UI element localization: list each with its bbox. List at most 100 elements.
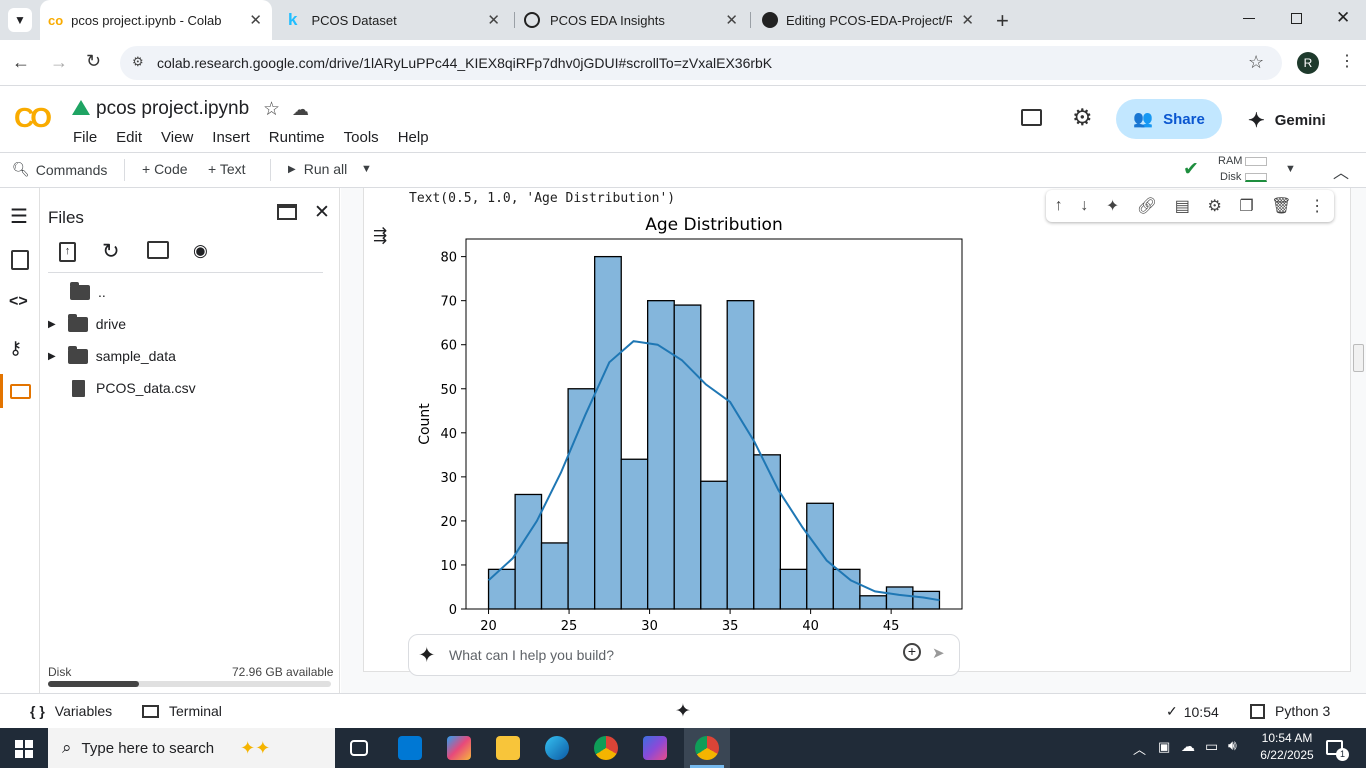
terminal-button[interactable]: Terminal	[142, 703, 222, 719]
star-icon[interactable]: ☆	[263, 99, 281, 120]
volume-icon[interactable]: 🔊︎	[1228, 737, 1237, 753]
gemini-prompt-box[interactable]: ✦ What can I help you build? + ➤	[408, 634, 960, 676]
tree-item-sample-data[interactable]: ▶ sample_data	[48, 345, 176, 367]
mirror-cell-icon[interactable]: ❐	[1239, 198, 1254, 215]
taskbar-clock-date[interactable]: 6/22/2025	[1260, 748, 1314, 762]
taskbar-clock-time[interactable]: 10:54 AM	[1261, 731, 1313, 745]
table-of-contents-icon[interactable]: ☰	[10, 206, 28, 228]
tree-item-parent[interactable]: ..	[70, 281, 106, 303]
bookmark-star-icon[interactable]: ☆	[1248, 52, 1265, 72]
delete-icon[interactable]: 🗑︎	[1271, 198, 1292, 215]
expand-caret-icon[interactable]: ▶	[48, 318, 56, 330]
show-hidden-icons-icon[interactable]: ︿	[1133, 742, 1147, 757]
mount-drive-off-icon[interactable]	[147, 241, 169, 259]
network-icon[interactable]: ▭	[1205, 738, 1219, 754]
address-bar[interactable]: ⚙ colab.research.google.com/drive/1lARyL…	[120, 46, 1282, 80]
variables-button[interactable]: { } Variables	[30, 703, 112, 719]
windows-start-icon[interactable]	[15, 740, 33, 758]
close-tab-icon[interactable]: ✕	[249, 12, 262, 29]
gemini-button[interactable]: ✦ Gemini	[1248, 108, 1326, 133]
comments-icon[interactable]	[1021, 109, 1042, 126]
file-explorer-icon[interactable]	[496, 736, 520, 760]
tab-github[interactable]: Editing PCOS-EDA-Project/README ✕	[752, 0, 984, 40]
menu-file[interactable]: File	[73, 129, 98, 146]
close-tab-icon[interactable]: ✕	[961, 12, 974, 29]
share-button[interactable]: 👥 Share	[1116, 99, 1222, 139]
add-context-icon[interactable]: +	[903, 643, 921, 661]
menu-insert[interactable]: Insert	[212, 129, 250, 146]
commands-button[interactable]: 🔍︎ Commands	[12, 161, 107, 178]
settings-gear-icon[interactable]: ⚙	[1072, 104, 1093, 130]
more-options-icon[interactable]: ⋮	[1309, 198, 1326, 215]
expand-caret-icon[interactable]: ▶	[48, 350, 56, 362]
notebook-title[interactable]: pcos project.ipynb	[96, 98, 250, 119]
restore-window-icon[interactable]	[1291, 13, 1302, 24]
tree-item-pcos-csv[interactable]: PCOS_data.csv	[72, 377, 196, 399]
tree-item-drive[interactable]: ▶ drive	[48, 313, 126, 335]
secrets-key-icon[interactable]: ⚷	[9, 338, 23, 358]
microsoft-store-icon[interactable]	[398, 736, 422, 760]
close-window-icon[interactable]: ✕	[1336, 8, 1351, 27]
microsoft-365-icon[interactable]	[643, 736, 667, 760]
drive-icon[interactable]	[72, 100, 90, 115]
forward-icon[interactable]: →	[50, 52, 68, 72]
menu-tools[interactable]: Tools	[343, 129, 379, 146]
tab-chatgpt[interactable]: PCOS EDA Insights ✕	[516, 0, 748, 40]
run-all-dropdown-icon[interactable]: ▼	[361, 163, 372, 175]
add-code-button[interactable]: + Code	[142, 161, 188, 177]
tab-colab[interactable]: co pcos project.ipynb - Colab ✕	[40, 0, 272, 40]
find-replace-icon[interactable]	[11, 250, 29, 270]
tab-search-chevron-icon[interactable]: ▼	[8, 8, 32, 32]
browser-menu-icon[interactable]: ⋮	[1339, 53, 1355, 70]
run-all-button[interactable]: ▶ Run all	[288, 161, 347, 177]
send-icon[interactable]: ➤	[932, 645, 945, 662]
back-icon[interactable]: ←	[12, 52, 30, 72]
close-panel-icon[interactable]: ✕	[314, 202, 330, 223]
gemini-label: Gemini	[1274, 112, 1326, 129]
edge-icon[interactable]	[545, 736, 569, 760]
link-icon[interactable]: 🔗︎	[1136, 198, 1158, 215]
new-tab-icon[interactable]: +	[996, 8, 1009, 33]
tab-kaggle[interactable]: k PCOS Dataset ✕	[280, 0, 510, 40]
upload-file-icon[interactable]: ↑	[59, 242, 76, 262]
collapse-chevron-icon[interactable]: ︿	[1333, 165, 1350, 182]
chrome-icon[interactable]	[594, 736, 618, 760]
gemini-sparkle-icon[interactable]: ✦	[1105, 198, 1120, 215]
chrome-profile-icon[interactable]	[695, 736, 719, 760]
tree-item-label: ..	[98, 284, 106, 300]
meet-now-icon[interactable]: ▣	[1158, 739, 1171, 754]
files-folder-icon[interactable]	[10, 384, 31, 399]
new-window-icon[interactable]	[277, 204, 297, 220]
refresh-icon[interactable]: ↻	[102, 240, 120, 263]
minimize-window-icon[interactable]	[1243, 18, 1255, 19]
task-view-icon[interactable]	[350, 740, 368, 756]
runtime-indicator[interactable]: Python 3	[1250, 703, 1330, 719]
taskbar-search-box[interactable]: ⌕ Type here to search ✦✦	[48, 728, 335, 768]
output-menu-icon[interactable]: ⇶	[373, 226, 388, 245]
close-tab-icon[interactable]: ✕	[725, 12, 738, 29]
copilot-icon[interactable]	[447, 736, 471, 760]
code-cell[interactable]: ⇶ Text(0.5, 1.0, 'Age Distribution') Age…	[363, 188, 1351, 676]
resources-dropdown-icon[interactable]: ▼	[1285, 163, 1296, 175]
menu-runtime[interactable]: Runtime	[268, 129, 325, 146]
execution-status[interactable]: ✓ 10:54	[1166, 703, 1219, 720]
cell-settings-icon[interactable]: ⚙	[1207, 198, 1222, 215]
menu-help[interactable]: Help	[397, 129, 429, 146]
comment-icon[interactable]: ▤	[1174, 198, 1190, 215]
add-text-button[interactable]: + Text	[208, 161, 246, 177]
colab-logo[interactable]: CO	[14, 102, 52, 133]
move-up-icon[interactable]: ↑	[1054, 197, 1063, 214]
menu-edit[interactable]: Edit	[116, 129, 143, 146]
onedrive-icon[interactable]: ☁	[1181, 738, 1195, 754]
menu-view[interactable]: View	[161, 129, 194, 146]
hide-files-icon[interactable]: ◉	[193, 241, 208, 260]
profile-avatar[interactable]: R	[1297, 52, 1319, 74]
reload-icon[interactable]: ↻	[86, 51, 102, 71]
site-info-icon[interactable]: ⚙	[132, 54, 144, 69]
scrollbar-thumb[interactable]	[1353, 344, 1364, 372]
code-snippets-icon[interactable]: <>	[9, 293, 28, 310]
close-tab-icon[interactable]: ✕	[487, 12, 500, 29]
gemini-sparkle-icon[interactable]: ✦	[675, 701, 691, 722]
move-down-icon[interactable]: ↓	[1080, 197, 1089, 214]
notification-center-icon[interactable]	[1326, 740, 1343, 755]
